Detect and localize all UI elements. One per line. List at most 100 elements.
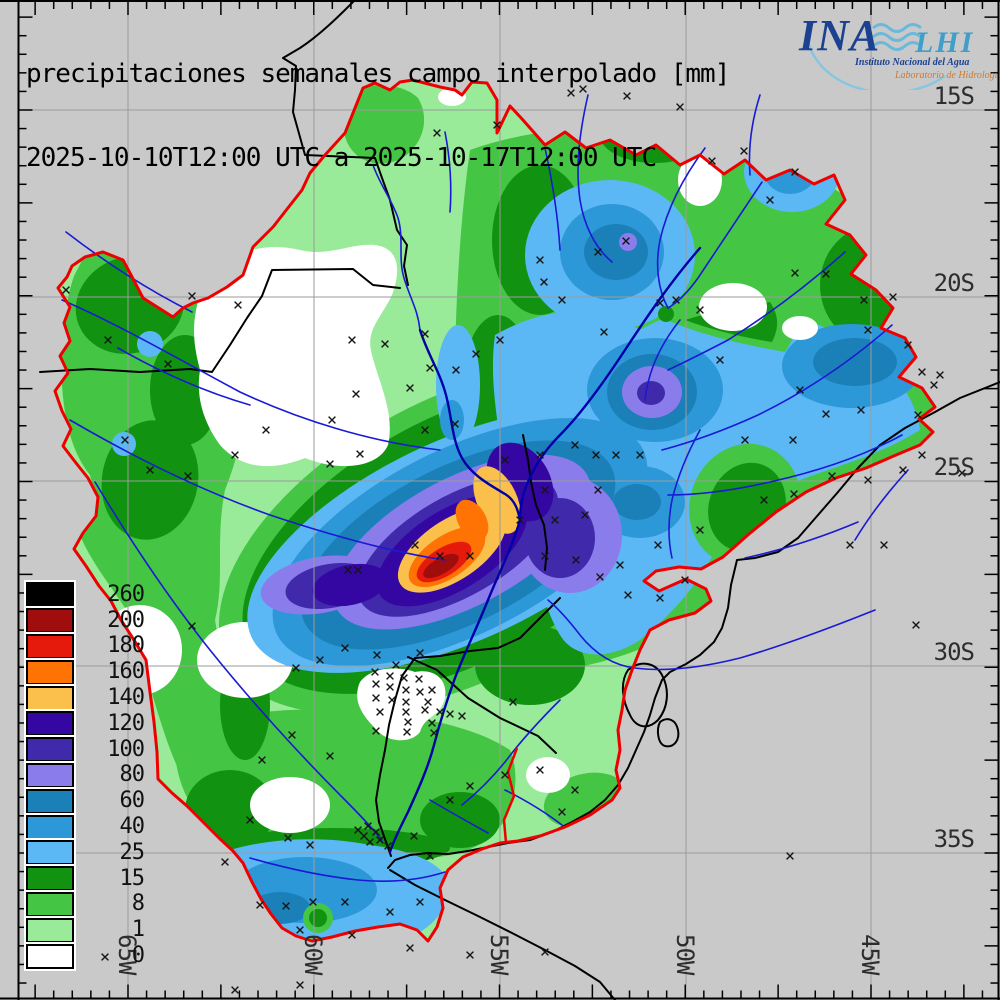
rivers [61, 94, 909, 882]
legend-row: 60 [26, 788, 145, 814]
legend-swatch [26, 788, 74, 814]
logo-lab-name: Laboratorio de Hidrología [894, 70, 997, 81]
station-marker [791, 269, 799, 277]
river-parana-lower [388, 518, 522, 854]
station-marker [551, 516, 559, 524]
legend-swatch [26, 608, 74, 634]
station-marker [402, 698, 410, 706]
station-marker [121, 436, 129, 444]
legend-row: 200 [26, 607, 145, 634]
station-markers [62, 85, 966, 994]
station-marker [914, 411, 922, 419]
station-marker [536, 256, 544, 264]
station-marker [428, 719, 436, 727]
station-marker [696, 526, 704, 534]
legend-row: 0 [26, 943, 145, 969]
station-marker [592, 451, 600, 459]
station-marker [328, 416, 336, 424]
logo-unit: LHI [914, 26, 974, 59]
border-bolivia-brazil [282, 0, 409, 286]
station-marker [360, 832, 368, 840]
station-marker [326, 752, 334, 760]
station-marker [436, 552, 444, 560]
station-marker [376, 708, 384, 716]
station-marker [373, 651, 381, 659]
station-marker [786, 852, 794, 860]
station-marker [472, 350, 480, 358]
basin-boundary [53, 78, 937, 943]
station-marker [904, 341, 912, 349]
station-marker [344, 566, 352, 574]
legend-value: 1 [131, 917, 145, 943]
lat-tick-label: 25S [933, 453, 975, 481]
legend-swatch [26, 762, 74, 788]
legend-row: 140 [26, 685, 145, 711]
station-marker [681, 576, 689, 584]
station-marker [452, 366, 460, 374]
station-marker [392, 661, 400, 669]
station-marker [402, 686, 410, 694]
station-marker [451, 420, 459, 428]
station-marker [258, 756, 266, 764]
station-marker [600, 328, 608, 336]
station-marker [326, 460, 334, 468]
station-marker [616, 561, 624, 569]
station-marker [372, 694, 380, 702]
border-ibicui [407, 656, 557, 754]
station-marker [309, 898, 317, 906]
station-marker [348, 931, 356, 939]
station-marker [372, 828, 380, 836]
station-marker [864, 476, 872, 484]
station-marker [716, 356, 724, 364]
station-marker [766, 196, 774, 204]
station-marker [458, 712, 466, 720]
lon-tick-label: 45W [856, 934, 884, 975]
border-uruguay-river [375, 597, 561, 857]
lon-tick-label: 50W [671, 934, 699, 975]
station-marker [760, 496, 768, 504]
legend-row: 15 [26, 866, 145, 892]
legend-swatch [26, 633, 74, 659]
station-marker [366, 838, 374, 846]
border-parana [522, 434, 548, 571]
station-marker [936, 371, 944, 379]
station-marker [696, 306, 704, 314]
lagoon-mirim [656, 718, 680, 748]
station-marker [415, 675, 423, 683]
lon-tick-label: 55W [485, 934, 513, 975]
station-marker [386, 672, 394, 680]
station-marker [406, 944, 414, 952]
station-marker [372, 727, 380, 735]
station-marker [246, 816, 254, 824]
lon-tick-label: 60W [299, 934, 327, 975]
station-marker [880, 541, 888, 549]
station-marker [184, 472, 192, 480]
station-marker [567, 89, 575, 97]
station-marker [501, 771, 509, 779]
legend-value: 200 [107, 607, 145, 633]
station-marker [899, 466, 907, 474]
border-bolivia-paraguay [39, 268, 401, 373]
legend-swatch [26, 737, 74, 763]
station-marker [188, 622, 196, 630]
legend-row: 100 [26, 737, 145, 763]
station-marker [403, 728, 411, 736]
station-marker [541, 486, 549, 494]
station-marker [466, 951, 474, 959]
station-marker [388, 696, 396, 704]
station-marker [918, 368, 926, 376]
station-marker [341, 644, 349, 652]
legend-row: 120 [26, 710, 145, 737]
station-marker [426, 852, 434, 860]
station-marker [623, 92, 631, 100]
station-marker [857, 406, 865, 414]
station-marker [501, 456, 509, 464]
legend-row: 8 [26, 891, 145, 918]
legend-value: 120 [107, 710, 145, 736]
station-marker [284, 834, 292, 842]
station-marker [541, 552, 549, 560]
station-marker [221, 858, 229, 866]
station-marker [918, 451, 926, 459]
station-marker [466, 552, 474, 560]
axis-ticks [18, 1, 999, 999]
